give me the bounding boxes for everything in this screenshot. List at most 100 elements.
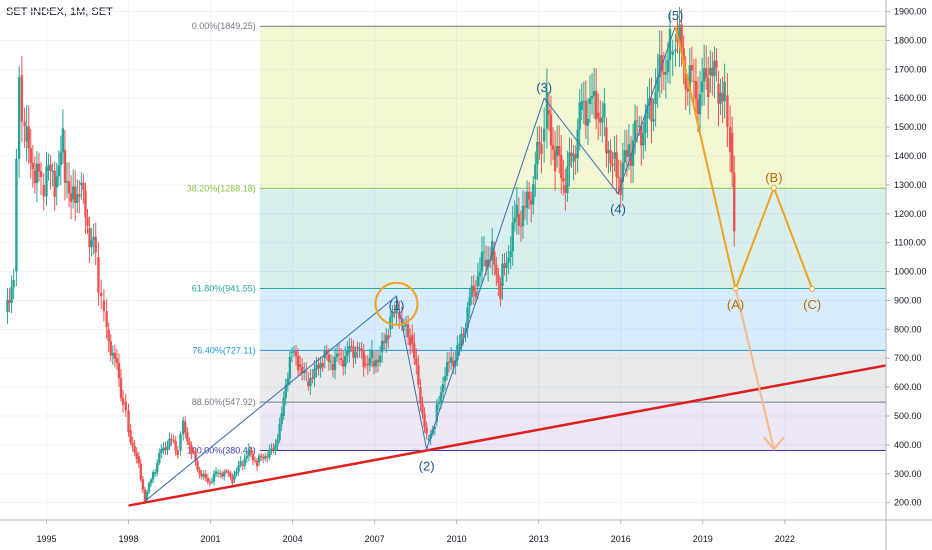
candle-body: [578, 102, 581, 130]
candle-body: [317, 364, 320, 369]
candle-body: [558, 146, 561, 156]
candle-body: [393, 311, 396, 314]
candle-body: [713, 60, 716, 76]
candle-body: [621, 162, 624, 182]
candle-body: [633, 120, 637, 141]
candle-body: [223, 471, 226, 477]
candle-body: [529, 199, 533, 205]
impulse-wave-path: [144, 25, 676, 502]
candle-body: [623, 150, 627, 163]
candle-body: [423, 413, 426, 428]
candle-body: [327, 354, 331, 362]
candle-body: [478, 271, 482, 277]
candle-body: [519, 225, 523, 227]
candle-body: [10, 286, 13, 303]
y-tick-label: 1700.00: [894, 64, 927, 74]
candle-body: [237, 465, 240, 472]
candle-body: [76, 194, 79, 203]
candle-body: [549, 114, 553, 146]
candle-body: [385, 335, 388, 344]
candle-body: [682, 48, 685, 64]
candle-body: [493, 251, 496, 265]
candle-body: [88, 228, 91, 248]
candle-body: [654, 91, 657, 104]
candle-body: [458, 343, 461, 346]
candle-body: [625, 150, 629, 157]
candle-body: [698, 94, 702, 115]
candle-body: [354, 352, 357, 358]
candle-body: [186, 432, 189, 442]
candle-body: [662, 72, 666, 75]
candle-body: [337, 353, 341, 355]
candle-body: [109, 341, 112, 356]
y-tick-label: 200.00: [894, 498, 922, 508]
candle-body: [515, 204, 519, 218]
candle-body: [296, 355, 300, 371]
candle-body: [208, 482, 212, 484]
y-tick-label: 900.00: [894, 295, 922, 305]
candle-body: [27, 126, 30, 149]
candle-body: [274, 444, 277, 451]
candle-body: [182, 420, 185, 435]
candle-body: [617, 176, 620, 179]
candle-body: [249, 450, 253, 455]
candle-body: [59, 152, 63, 166]
candle-body: [511, 222, 514, 252]
candle-body: [31, 162, 35, 170]
candle-body: [527, 191, 531, 200]
candle-body: [707, 78, 710, 98]
candle-body: [153, 472, 157, 474]
candle-body: [437, 401, 441, 405]
candle-body: [348, 345, 351, 353]
y-tick-label: 1900.00: [894, 7, 927, 17]
candle-body: [245, 456, 248, 459]
candle-body: [49, 164, 52, 172]
candle-body: [280, 413, 283, 425]
candle-body: [566, 166, 569, 193]
candle-body: [678, 24, 681, 42]
candle-body: [188, 441, 191, 446]
wave-label: (B): [765, 170, 782, 185]
candle-body: [147, 483, 151, 492]
candle-body: [435, 404, 439, 422]
candle-body: [294, 351, 298, 356]
fib-zone: [259, 26, 886, 189]
candle-body: [339, 358, 343, 361]
candle-body: [684, 69, 687, 89]
candle-body: [286, 378, 290, 385]
candle-body: [124, 401, 127, 411]
candle-body: [596, 112, 600, 118]
x-tick-label: 2019: [693, 534, 713, 544]
candle-body: [346, 350, 349, 357]
candle-body: [666, 59, 670, 73]
candle-body: [172, 439, 175, 442]
candle-body: [613, 152, 616, 159]
candle-body: [497, 274, 500, 284]
candle-body: [715, 60, 718, 68]
candle-body: [547, 109, 551, 115]
candle-body: [680, 24, 683, 49]
x-tick-label: 2016: [611, 534, 631, 544]
candles: [6, 7, 736, 503]
candle-body: [94, 236, 97, 253]
correction-wave-path: [674, 25, 814, 293]
x-tick-label: 2007: [365, 534, 385, 544]
candle-body: [206, 477, 210, 482]
candle-body: [292, 351, 296, 353]
candle-body: [63, 150, 67, 183]
x-tick-label: 2001: [201, 534, 221, 544]
candle-body: [352, 346, 355, 358]
candle-body: [247, 448, 251, 457]
candle-body: [464, 328, 467, 334]
candle-body: [25, 126, 28, 142]
candle-body: [534, 164, 537, 180]
candle-body: [139, 463, 143, 480]
candle-body: [164, 447, 167, 451]
candle-body: [564, 184, 567, 193]
projection-arrow: [734, 288, 775, 450]
candle-body: [460, 333, 463, 347]
candle-body: [658, 55, 661, 78]
wave-1-highlight: [374, 281, 419, 326]
candle-body: [660, 55, 663, 72]
